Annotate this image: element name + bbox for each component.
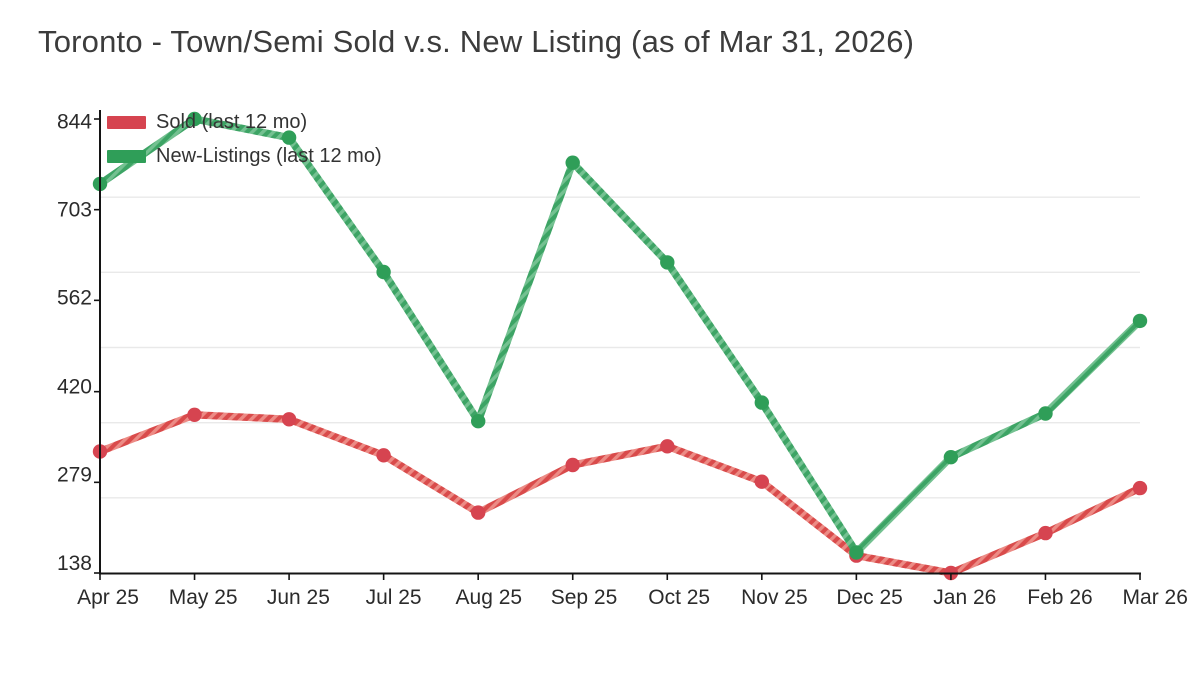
y-tick-label: 420 bbox=[57, 376, 92, 399]
y-tick-label: 703 bbox=[57, 199, 92, 222]
data-point-new-listings-jan-26[interactable] bbox=[943, 450, 959, 465]
data-point-sold-feb-26[interactable] bbox=[1038, 525, 1053, 541]
legend-label: New-Listings (last 12 mo) bbox=[156, 145, 382, 167]
chart-title: Toronto - Town/Semi Sold v.s. New Listin… bbox=[38, 24, 915, 59]
x-tick-label: Jan 26 bbox=[933, 586, 996, 609]
y-tick-label: 279 bbox=[57, 464, 92, 487]
data-point-sold-mar-26[interactable] bbox=[1132, 480, 1148, 496]
x-tick-label: Dec 25 bbox=[836, 586, 903, 609]
data-point-new-listings-aug-25[interactable] bbox=[471, 414, 486, 429]
data-point-sold-may-25[interactable] bbox=[187, 407, 202, 422]
x-tick-label: Mar 26 bbox=[1123, 586, 1188, 609]
x-tick-label: Jun 25 bbox=[267, 586, 330, 609]
data-point-sold-nov-25[interactable] bbox=[754, 474, 769, 489]
data-point-new-listings-oct-25[interactable] bbox=[660, 255, 675, 270]
data-point-new-listings-feb-26[interactable] bbox=[1038, 406, 1053, 421]
data-point-new-listings-jun-25[interactable] bbox=[281, 130, 297, 145]
data-point-sold-jun-25[interactable] bbox=[281, 412, 297, 427]
data-point-new-listings-dec-25[interactable] bbox=[849, 545, 864, 560]
chart-legend: Sold (last 12 mo) New-Listings (last 12 m… bbox=[107, 111, 382, 179]
series-line-sold[interactable] bbox=[96, 411, 1144, 577]
y-tick-label: 562 bbox=[57, 287, 92, 310]
data-point-new-listings-sep-25[interactable] bbox=[565, 155, 580, 170]
y-tick-label: 844 bbox=[57, 110, 92, 133]
data-point-new-listings-nov-25[interactable] bbox=[754, 395, 769, 410]
x-tick-label: Nov 25 bbox=[741, 586, 808, 609]
data-point-sold-aug-25[interactable] bbox=[471, 505, 486, 520]
legend-swatch-icon bbox=[107, 150, 146, 163]
legend-swatch-icon bbox=[107, 116, 146, 129]
series-line-new-listings[interactable] bbox=[96, 115, 1144, 557]
legend-item-sold[interactable]: Sold (last 12 mo) bbox=[107, 111, 382, 134]
x-tick-label: Jul 25 bbox=[366, 586, 422, 609]
x-tick-label: Aug 25 bbox=[456, 586, 523, 609]
x-tick-label: Feb 26 bbox=[1027, 586, 1092, 609]
legend-item-new-listings[interactable]: New-Listings (last 12 mo) bbox=[107, 145, 382, 168]
data-point-new-listings-may-25[interactable] bbox=[187, 111, 202, 127]
data-point-sold-jul-25[interactable] bbox=[376, 448, 391, 463]
data-point-sold-oct-25[interactable] bbox=[660, 439, 675, 454]
x-tick-label: Apr 25 bbox=[77, 586, 139, 609]
data-point-new-listings-jul-25[interactable] bbox=[376, 264, 391, 280]
data-point-new-listings-mar-26[interactable] bbox=[1132, 313, 1148, 329]
data-point-sold-sep-25[interactable] bbox=[565, 457, 580, 473]
x-tick-label: Oct 25 bbox=[648, 586, 710, 609]
y-tick-label: 138 bbox=[57, 552, 92, 575]
x-tick-label: May 25 bbox=[169, 586, 238, 609]
x-tick-label: Sep 25 bbox=[551, 586, 618, 609]
legend-label: Sold (last 12 mo) bbox=[156, 111, 308, 133]
